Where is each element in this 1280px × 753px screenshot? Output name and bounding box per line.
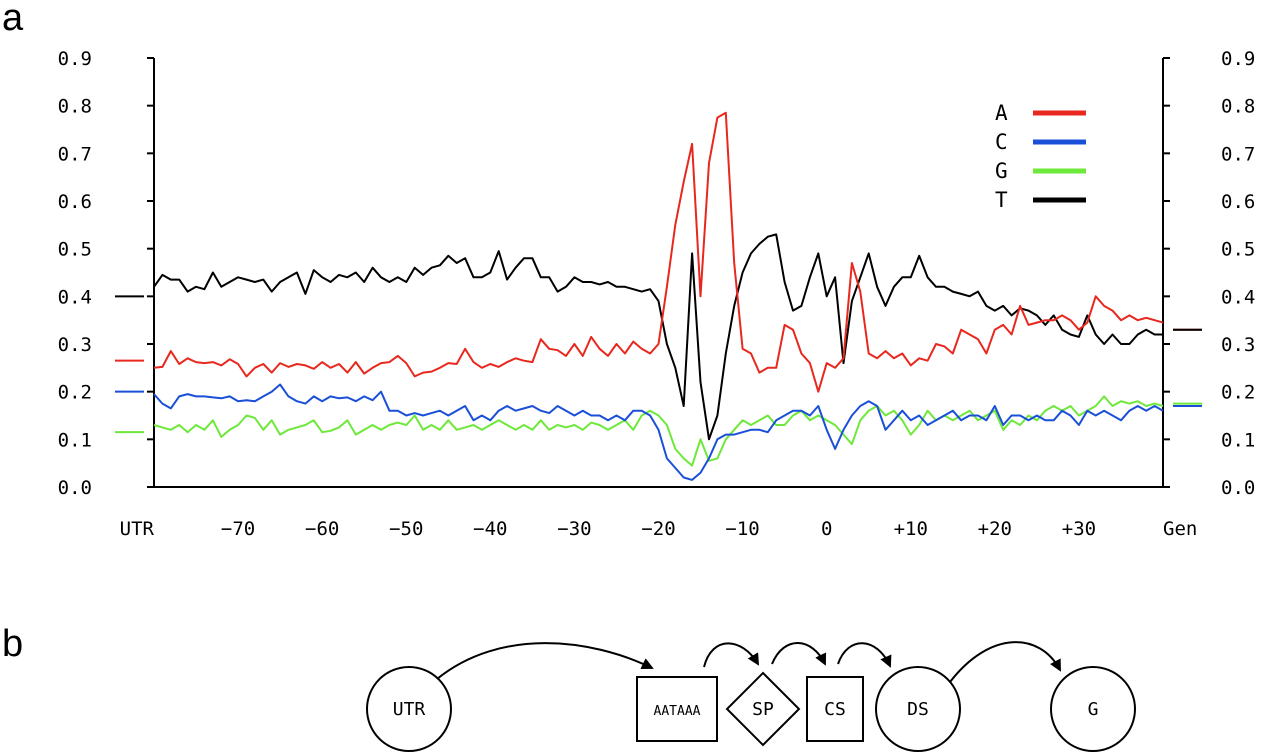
series-line-G [153,395,1164,467]
edge-aataaa-sp [703,642,760,668]
y-tick-label-left: 0.6 [58,191,92,213]
x-tick-label: −70 [221,518,255,540]
y-tick-label-right: 0.3 [1221,334,1255,356]
node-sp-shape [725,671,801,747]
y-tick-label-right: 0.2 [1221,382,1255,404]
y-tick-label-left: 0.4 [58,286,92,308]
y-tick-label-right: 0.5 [1221,239,1255,261]
y-tick-label-left: 0.5 [58,239,92,261]
series-line-T [153,233,1163,441]
y-tick-label-left: 0.7 [58,143,92,165]
x-tick-label: −20 [641,518,675,540]
x-tick-label: −10 [725,518,759,540]
node-aataaa: AATAAA [636,676,718,742]
x-tick-label: −60 [305,518,339,540]
x-tick-label: 0 [821,518,832,540]
side-reference-marks [115,295,1202,434]
node-sp: SP [725,671,801,747]
y-tick-label-right: 0.8 [1221,96,1255,118]
edge-ds-g [949,641,1061,683]
y-axis-left: 0.0 0.1 0.2 0.3 0.4 0.5 0.6 0.7 0.8 0.9 [58,48,154,499]
state-diagram: UTR AATAAA SP CS DS G [366,641,1136,752]
x-tick-label: +30 [1062,518,1096,540]
node-ds: DS [875,666,961,752]
x-tick-label: −50 [389,518,423,540]
node-utr-label: UTR [393,699,426,720]
node-ds-shape [875,666,961,752]
x-tick-label: +20 [978,518,1012,540]
x-tick-label: UTR [120,518,155,540]
y-tick-label-right: 0.9 [1221,48,1255,70]
y-tick-label-left: 0.8 [58,96,92,118]
panel-label-b: b [2,623,23,665]
node-utr-shape [366,666,452,752]
panel-label-a: a [2,0,24,39]
node-cs-shape [806,676,864,742]
y-tick-label-left: 0.0 [58,477,92,499]
node-aataaa-shape [636,676,718,742]
legend-label-C: C [995,130,1008,154]
y-tick-label-right: 0.4 [1221,286,1255,308]
legend-label-T: T [995,188,1008,212]
series-lines [153,111,1164,481]
chart-axes [153,58,1164,488]
node-cs-label: CS [824,699,846,720]
y-tick-label-right: 0.7 [1221,143,1255,165]
nucleotide-frequency-chart: 0.0 0.1 0.2 0.3 0.4 0.5 0.6 0.7 0.8 0.9 0.0 0.1 0.2… [58,48,1256,540]
y-tick-label-right: 0.0 [1221,477,1255,499]
legend-label-G: G [995,159,1008,183]
legend-label-A: A [995,101,1008,125]
node-g-label: G [1088,699,1099,720]
y-tick-label-left: 0.1 [58,429,92,451]
edge-utr-aataaa [436,642,654,680]
series-line-A [153,111,1164,393]
y-tick-label-left: 0.9 [58,48,92,70]
x-tick-label: +10 [894,518,928,540]
diagram-edges [436,641,1061,683]
x-tick-label: Gen [1163,518,1197,540]
y-tick-label-left: 0.2 [58,382,92,404]
y-tick-label-left: 0.3 [58,334,92,356]
edge-cs-ds [837,642,892,668]
node-cs: CS [806,676,864,742]
series-line-C [153,383,1164,481]
y-axis-right: 0.0 0.1 0.2 0.3 0.4 0.5 0.6 0.7 0.8 0.9 [1163,48,1255,499]
x-axis: UTR −70 −60 −50 −40 −30 −20 −10 0 +10 +20 +30 Gen [120,518,1198,540]
node-g: G [1050,666,1136,752]
node-aataaa-label: AATAAA [654,704,701,719]
edge-sp-cs [771,642,827,666]
node-ds-label: DS [907,699,929,720]
x-tick-label: −40 [473,518,507,540]
node-g-shape [1050,666,1136,752]
diagram-nodes: UTR AATAAA SP CS DS G [366,666,1136,752]
y-tick-label-right: 0.6 [1221,191,1255,213]
x-tick-label: −30 [557,518,591,540]
y-tick-label-right: 0.1 [1221,429,1255,451]
node-sp-label: SP [752,699,774,720]
node-utr: UTR [366,666,452,752]
